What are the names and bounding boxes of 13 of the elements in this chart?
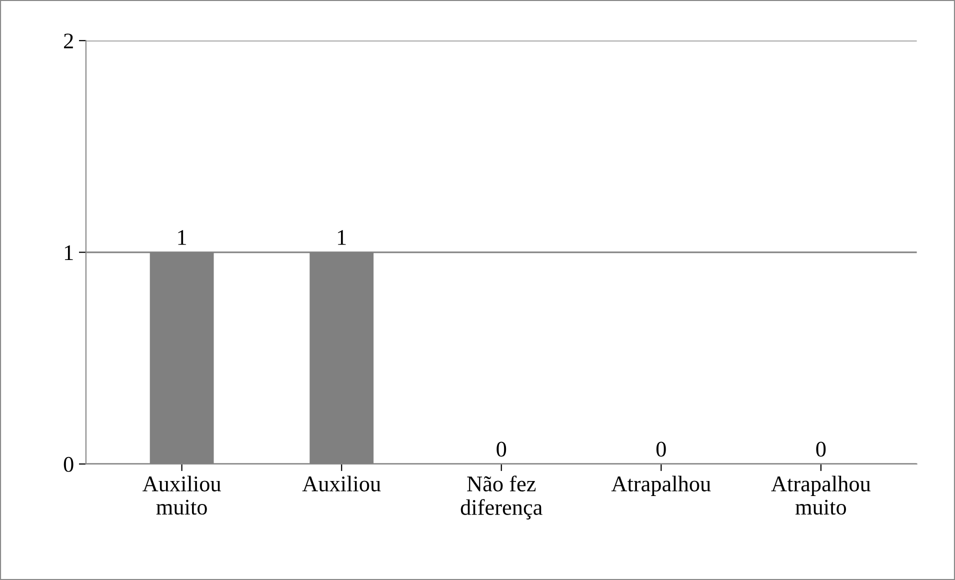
data-label: 1 xyxy=(338,230,346,245)
data-label: 0 xyxy=(656,442,666,457)
x-tick-label: Não fez diferença xyxy=(460,476,542,520)
data-label: 0 xyxy=(816,442,826,457)
y-tick-label: 2 xyxy=(64,34,73,48)
data-label: 1 xyxy=(178,230,186,245)
x-tick-label: Auxiliou muito xyxy=(142,476,221,515)
y-tick-label: 1 xyxy=(64,245,73,260)
x-tick-label: Atrapalhou muito xyxy=(771,476,871,515)
x-tick-label: Auxiliou xyxy=(302,476,381,492)
data-label: 0 xyxy=(496,442,506,457)
y-tick-label: 0 xyxy=(64,456,74,472)
x-tick-label: Atrapalhou xyxy=(611,476,711,496)
